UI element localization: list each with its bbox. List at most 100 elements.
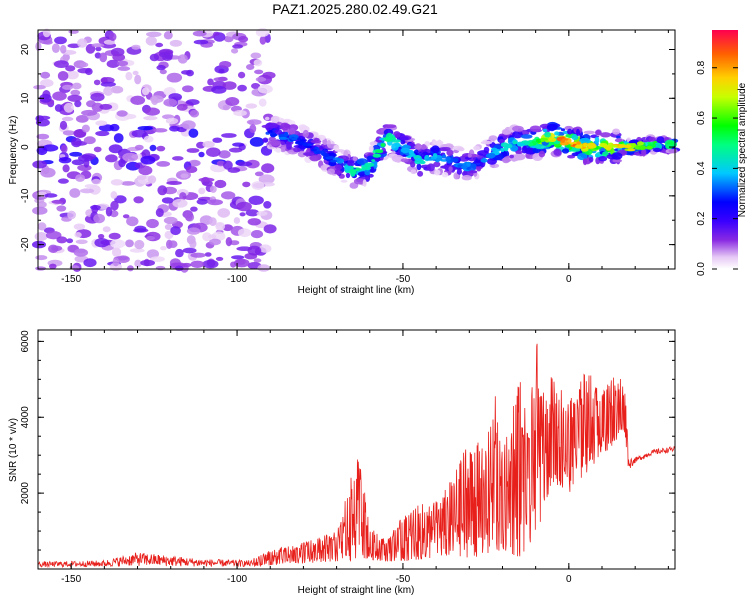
heatmap-cell xyxy=(110,85,124,94)
heatmap-cell xyxy=(39,93,52,103)
heatmap-cell xyxy=(515,150,524,154)
heatmap-cell xyxy=(500,147,505,153)
heatmap-cell xyxy=(73,223,86,230)
heatmap-cell xyxy=(245,159,260,169)
heatmap-cell xyxy=(182,85,194,93)
heatmap-cell xyxy=(400,139,406,145)
heatmap-cell xyxy=(66,238,74,244)
heatmap-cell xyxy=(327,168,335,175)
heatmap-cell xyxy=(32,160,47,169)
heatmap-cell xyxy=(247,218,261,226)
heatmap-cell xyxy=(615,138,623,143)
heatmap-cell xyxy=(192,30,207,37)
heatmap-cell xyxy=(162,54,173,61)
heatmap-cell xyxy=(79,188,95,194)
heatmap-cell xyxy=(477,150,489,156)
heatmap-cell xyxy=(155,42,164,48)
heatmap-cell xyxy=(185,166,198,173)
heatmap-cell xyxy=(57,71,69,81)
heatmap-cell xyxy=(256,211,268,216)
heatmap-cell xyxy=(105,154,118,163)
heatmap-cell xyxy=(289,127,296,135)
heatmap-cell xyxy=(141,87,150,96)
heatmap-cell xyxy=(420,144,427,150)
heatmap-cell xyxy=(616,135,621,139)
heatmap-cell xyxy=(571,134,579,141)
heatmap-cell xyxy=(236,161,253,167)
heatmap-cell xyxy=(274,129,283,135)
heatmap-cell xyxy=(94,238,110,248)
heatmap-cell xyxy=(636,141,644,146)
heatmap-cell xyxy=(609,144,618,148)
heatmap-cell xyxy=(164,224,173,230)
heatmap-cell xyxy=(258,98,267,107)
heatmap-cell xyxy=(190,206,198,212)
heatmap-cell xyxy=(258,174,275,185)
heatmap-cell xyxy=(156,161,171,167)
heatmap-cell xyxy=(225,237,233,247)
heatmap-cell xyxy=(74,100,82,108)
heatmap-cell xyxy=(364,162,375,168)
heatmap-cell xyxy=(83,136,96,145)
heatmap-cell xyxy=(149,53,160,62)
heatmap-cell xyxy=(302,152,315,156)
heatmap-cell xyxy=(146,235,155,241)
heatmap-cell xyxy=(296,137,301,141)
heatmap-cell xyxy=(143,116,158,121)
heatmap-cell xyxy=(268,122,279,129)
heatmap-cell xyxy=(264,116,270,121)
heatmap-cell xyxy=(90,92,105,102)
heatmap-cell xyxy=(153,128,168,133)
heatmap-cell xyxy=(576,128,580,136)
heatmap-cell xyxy=(554,131,560,136)
heatmap-cell xyxy=(62,164,70,173)
heatmap-cell xyxy=(146,218,159,229)
heatmap-cell xyxy=(480,158,488,163)
heatmap-cell xyxy=(641,148,647,157)
heatmap-cell xyxy=(32,206,48,215)
heatmap-cell xyxy=(140,155,156,165)
heatmap-cell xyxy=(75,115,89,123)
heatmap-cell xyxy=(399,136,409,141)
heatmap-cell xyxy=(343,150,349,158)
heatmap-cell xyxy=(217,208,230,218)
y-tick-label: 20 xyxy=(20,44,31,56)
heatmap-cell xyxy=(147,175,157,184)
heatmap-cell xyxy=(263,224,277,234)
heatmap-cell xyxy=(347,160,355,167)
heatmap-cell xyxy=(45,231,62,240)
heatmap-cell xyxy=(595,153,600,158)
heatmap-cell xyxy=(473,159,483,164)
heatmap-cell xyxy=(246,64,255,70)
heatmap-cell xyxy=(259,244,272,253)
heatmap-cell xyxy=(93,146,102,153)
heatmap-cell xyxy=(302,142,308,147)
heatmap-cell xyxy=(309,155,320,162)
heatmap-cell xyxy=(280,146,286,153)
heatmap-cell xyxy=(231,48,239,54)
heatmap-cell xyxy=(117,66,131,71)
heatmap-cell xyxy=(209,238,221,246)
heatmap-cell xyxy=(350,169,356,172)
heatmap-cell xyxy=(110,191,118,199)
heatmap-cell xyxy=(433,161,441,168)
heatmap-cell xyxy=(261,124,270,128)
heatmap-cell xyxy=(560,139,566,143)
heatmap-cell xyxy=(544,131,551,138)
heatmap-cell xyxy=(112,53,126,62)
heatmap-cell xyxy=(262,71,276,79)
heatmap-cell xyxy=(34,232,48,241)
heatmap-cell xyxy=(583,130,596,135)
x-tick-label: 0 xyxy=(566,274,572,285)
heatmap-cell xyxy=(97,234,105,239)
heatmap-cell xyxy=(84,67,93,76)
heatmap-cell xyxy=(297,150,307,158)
heatmap-cells xyxy=(32,28,681,273)
heatmap-cell xyxy=(362,179,367,187)
heatmap-cell xyxy=(468,170,478,174)
y-tick-label: 10 xyxy=(20,92,31,104)
heatmap-cell xyxy=(344,165,352,171)
heatmap-cell xyxy=(233,217,241,224)
heatmap-cell xyxy=(189,239,197,249)
heatmap-cell xyxy=(95,120,108,126)
